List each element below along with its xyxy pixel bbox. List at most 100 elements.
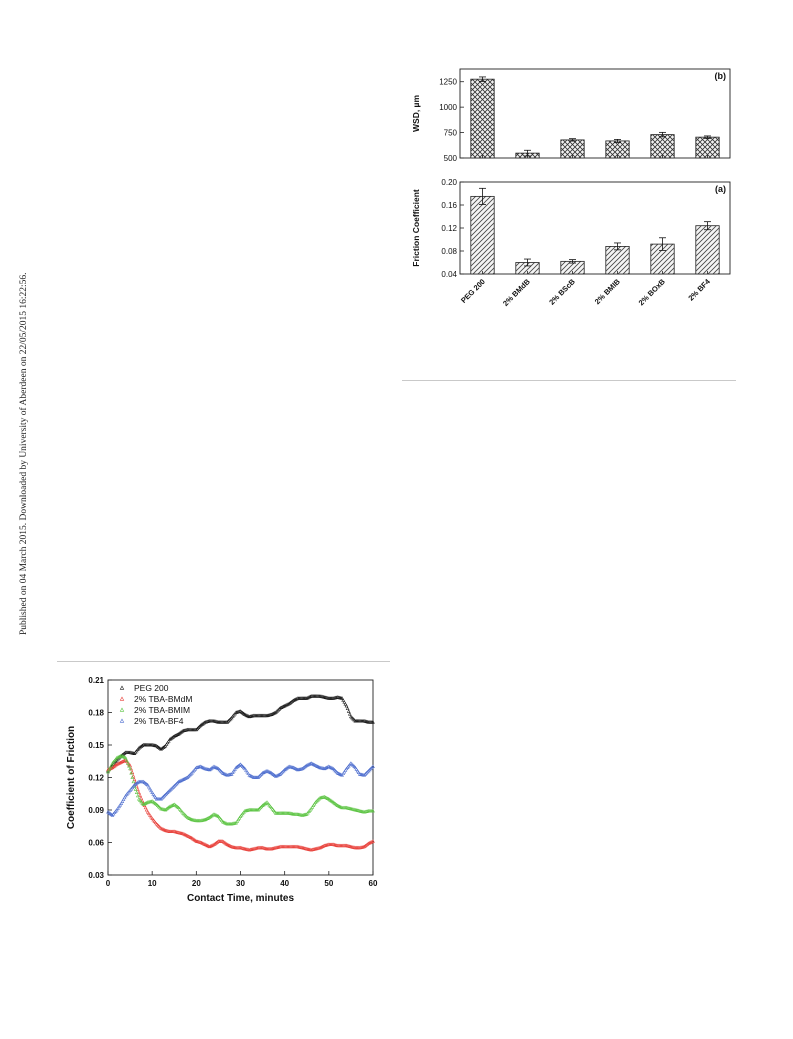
data-point (126, 761, 130, 765)
publication-side-note-text: Published on 04 March 2015. Downloaded b… (19, 272, 29, 635)
panel-label: (a) (715, 184, 726, 194)
data-point (353, 765, 358, 770)
plot-frame (459, 68, 731, 159)
data-point (161, 745, 166, 750)
data-point (164, 742, 169, 746)
y-tick-label: 0.16 (441, 201, 457, 210)
data-point (117, 804, 121, 809)
data-point (309, 806, 314, 811)
data-point (135, 787, 140, 791)
data-point (286, 765, 290, 769)
data-point (139, 799, 143, 804)
data-point (308, 761, 312, 766)
data-point (177, 807, 182, 811)
data-point (246, 771, 251, 776)
data-point (216, 814, 221, 818)
data-point (110, 765, 115, 770)
y-tick-label: 0.21 (88, 676, 104, 685)
data-point (344, 703, 349, 708)
data-point (207, 767, 212, 772)
data-point (131, 779, 136, 784)
data-point (209, 813, 214, 818)
data-point (312, 801, 317, 806)
data-point (208, 766, 213, 771)
data-point (132, 777, 137, 782)
y-axis-label: WSD, µm (411, 95, 421, 132)
wsd-bar-chart: 500 750 1000 1250 WSD, µm (b) (411, 68, 731, 163)
data-point (145, 782, 150, 787)
data-point (260, 803, 265, 808)
legend-entry: 2% TBA-BF4 (134, 716, 184, 726)
x-tick-label: 2% BMIB (593, 277, 622, 306)
data-point (133, 787, 138, 791)
data-point (300, 766, 305, 771)
data-point (321, 844, 326, 848)
data-point (128, 766, 132, 771)
y-tick-label: 750 (444, 129, 458, 138)
legend-marker (119, 696, 125, 701)
data-point (153, 820, 158, 825)
data-point (277, 772, 281, 777)
data-point (152, 793, 157, 798)
data-point (236, 817, 241, 822)
data-point (267, 802, 272, 807)
data-point (243, 766, 247, 771)
data-point (150, 816, 155, 821)
data-point (127, 763, 131, 768)
y-tick-label: 0.09 (88, 806, 104, 815)
data-point (118, 802, 122, 807)
x-tick-label: 2% BScB (547, 277, 577, 307)
data-point (345, 706, 350, 711)
data-point (268, 804, 273, 808)
data-point (245, 769, 249, 774)
data-point (285, 766, 289, 770)
data-point (354, 767, 359, 771)
data-point (167, 737, 172, 741)
data-point (371, 764, 375, 769)
data-point (371, 808, 375, 813)
data-point (121, 797, 126, 802)
data-point (153, 795, 158, 799)
data-point (269, 805, 274, 810)
data-point (109, 763, 114, 767)
data-point (137, 797, 141, 801)
data-point (147, 784, 151, 789)
data-point (211, 765, 215, 769)
y-tick-label: 500 (444, 154, 458, 163)
data-point (346, 709, 351, 713)
data-point (355, 768, 360, 773)
data-point (164, 807, 169, 811)
legend-marker (119, 685, 125, 690)
data-point (341, 698, 346, 702)
data-point (325, 765, 330, 769)
x-tick-label: PEG 200 (459, 277, 487, 305)
bar (470, 195, 495, 275)
data-point (139, 744, 143, 748)
data-point (119, 801, 124, 805)
data-point (347, 711, 352, 716)
data-point (170, 735, 174, 740)
bar (650, 134, 675, 159)
data-point (234, 765, 238, 770)
y-tick-label: 1250 (439, 78, 457, 87)
data-point (235, 819, 240, 823)
data-point (272, 809, 277, 814)
data-point (144, 807, 149, 812)
data-point (261, 802, 266, 807)
x-tick-label: 30 (236, 879, 245, 888)
data-point (208, 814, 213, 819)
data-point (122, 758, 127, 763)
data-point (288, 700, 293, 705)
bar (470, 78, 495, 159)
data-point (124, 759, 129, 763)
data-point (106, 769, 110, 774)
panel-label: (b) (715, 71, 727, 81)
y-tick-label: 0.06 (88, 839, 104, 848)
data-point (212, 842, 216, 847)
data-point (162, 744, 167, 749)
data-point (133, 782, 138, 786)
data-point (165, 806, 170, 810)
data-point (149, 788, 153, 793)
bar (695, 136, 720, 159)
data-point (302, 765, 307, 769)
